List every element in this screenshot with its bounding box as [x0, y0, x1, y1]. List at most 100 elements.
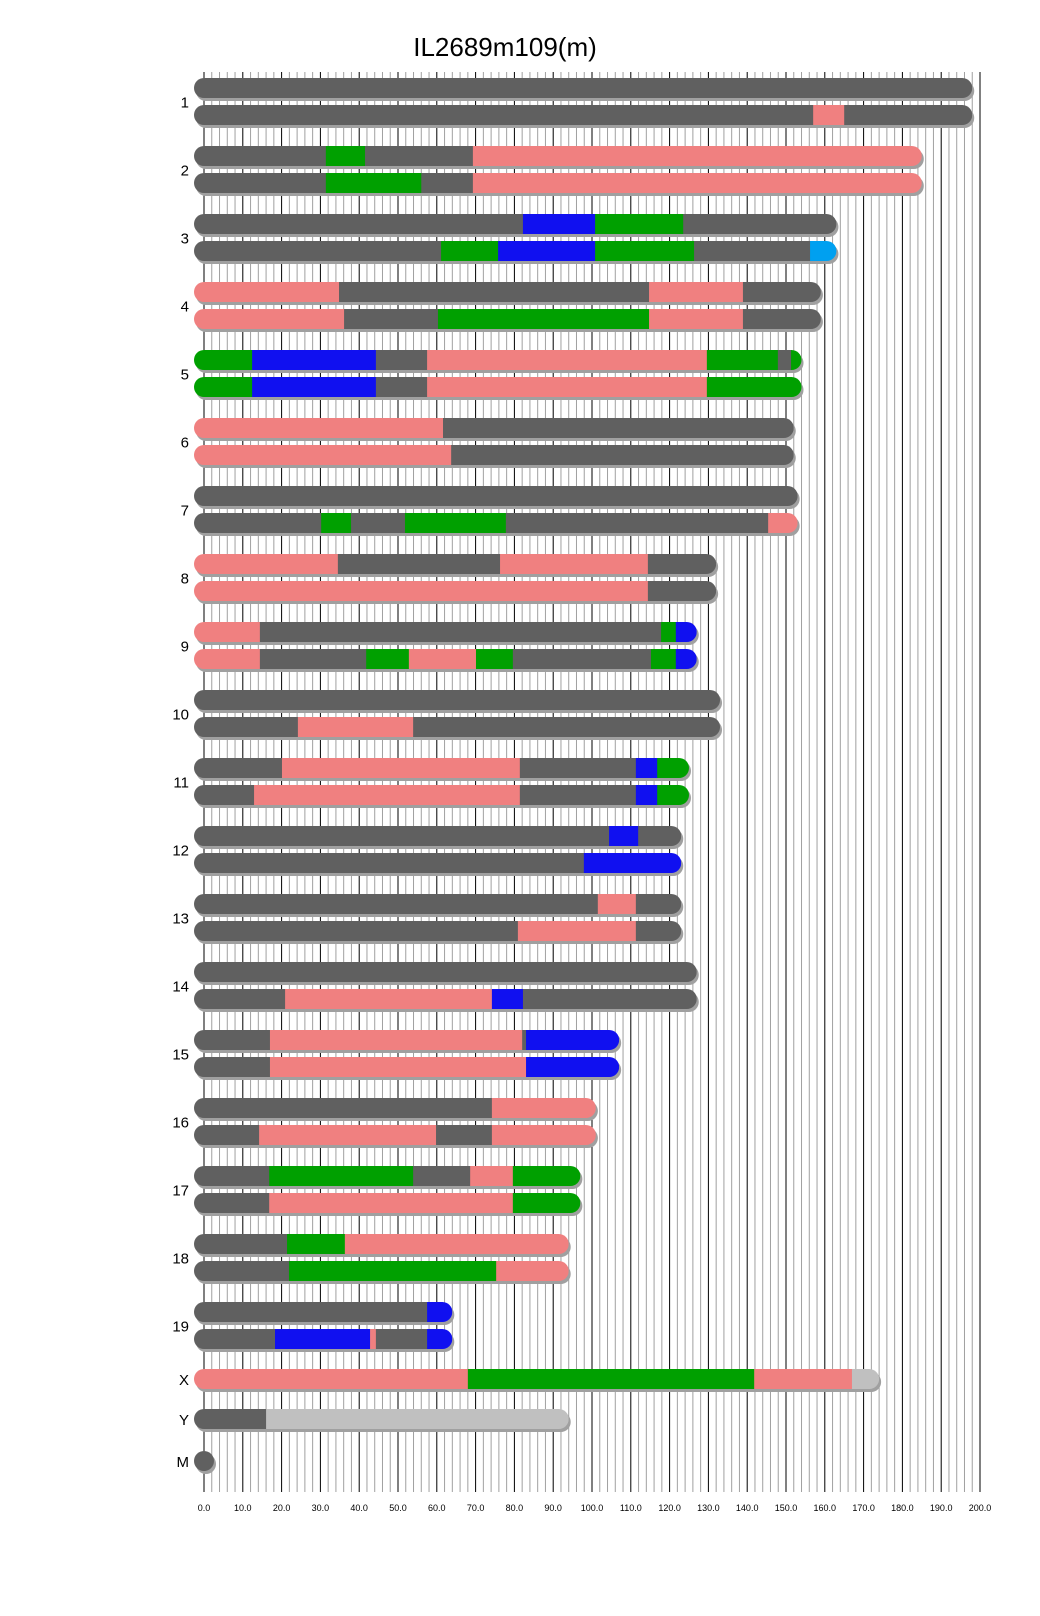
x-axis-ticks: 0.0 10.0 20.0 30.0 40.0 50.0 60.0 70.0 80.0 90.0 1… [198, 1503, 992, 1513]
segment [498, 241, 596, 261]
segment [635, 758, 658, 778]
haplotype-bar [194, 649, 699, 672]
segment [321, 513, 352, 533]
segment [421, 173, 474, 193]
haplotype-bar [194, 989, 699, 1012]
segment [491, 1098, 596, 1118]
segment [194, 894, 599, 914]
haplotype-bar [194, 1125, 598, 1148]
chromosome-9: 9 [181, 622, 699, 672]
haplotype-bar [194, 690, 723, 713]
segment [194, 962, 697, 982]
segment [194, 1369, 469, 1389]
x-tick-label: 90.0 [544, 1503, 562, 1513]
chromosome-15: 15 [172, 1030, 622, 1080]
segment [491, 1125, 596, 1145]
chromosome-X: X [179, 1369, 882, 1392]
segment [522, 989, 697, 1009]
segment [285, 989, 493, 1009]
segment [325, 173, 422, 193]
chromosome-label: 12 [172, 843, 189, 860]
haplotype-bar [194, 445, 796, 468]
segment [269, 1193, 514, 1213]
chromosome-label: 10 [172, 707, 189, 724]
segment [475, 649, 514, 669]
segment [194, 445, 452, 465]
segment [266, 1409, 569, 1429]
segment [194, 622, 261, 642]
segment [366, 649, 410, 669]
segment [408, 649, 477, 669]
chromosome-8: 8 [181, 554, 719, 604]
x-tick-label: 10.0 [234, 1503, 252, 1513]
segment [851, 1369, 880, 1389]
segment [269, 1057, 527, 1077]
chromosome-16: 16 [172, 1098, 598, 1148]
x-tick-label: 100.0 [581, 1503, 604, 1513]
chromosome-7: 7 [181, 486, 800, 536]
segment [647, 581, 717, 601]
segment [443, 418, 794, 438]
segment [194, 146, 327, 166]
segment [269, 1166, 414, 1186]
segment [647, 554, 717, 574]
segment [649, 282, 744, 302]
segment [810, 241, 837, 261]
x-tick-label: 50.0 [389, 1503, 407, 1513]
chromosome-label: 19 [172, 1319, 189, 1336]
segment [275, 1329, 371, 1349]
segment [427, 377, 708, 397]
chromosome-3: 3 [181, 214, 839, 264]
segment [635, 785, 658, 805]
segment [194, 241, 442, 261]
segment [791, 350, 802, 370]
segment [351, 513, 406, 533]
segment [252, 350, 377, 370]
segment [675, 622, 697, 642]
chromosome-label: 7 [181, 503, 189, 520]
chromosome-label: 2 [181, 163, 189, 180]
haplotype-bar [194, 173, 924, 196]
segment [694, 241, 811, 261]
chromosome-label: 9 [181, 639, 189, 656]
segment [194, 1234, 288, 1254]
segment [638, 826, 682, 846]
haplotype-bar [194, 1057, 622, 1080]
segment [404, 513, 507, 533]
x-tick-label: 80.0 [506, 1503, 524, 1513]
x-tick-label: 70.0 [467, 1503, 485, 1513]
haplotype-bar [194, 554, 719, 577]
chromosome-14: 14 [172, 962, 699, 1012]
segment [496, 1261, 569, 1281]
haplotype-bar [194, 1409, 571, 1432]
x-tick-label: 60.0 [428, 1503, 446, 1513]
segment [683, 214, 837, 234]
segment [519, 785, 637, 805]
haplotype-bar [194, 1329, 455, 1352]
segment [522, 1030, 527, 1050]
segment [339, 282, 650, 302]
segment [194, 214, 524, 234]
haplotype-bar [194, 241, 839, 264]
segment [194, 1030, 271, 1050]
segment [194, 105, 814, 125]
chromosome-M: M [177, 1451, 216, 1474]
segment [635, 921, 682, 941]
chromosome-2: 2 [181, 146, 924, 196]
haplotype-bar [194, 1261, 571, 1284]
haplotype-bar [194, 214, 839, 237]
chromosome-11: 11 [173, 758, 691, 808]
chromosome-label: 15 [172, 1047, 189, 1064]
haplotype-bar [194, 1193, 583, 1216]
haplotype-bar [194, 309, 823, 332]
segment [194, 758, 283, 778]
x-tick-label: 160.0 [814, 1503, 837, 1513]
segment [375, 1329, 428, 1349]
x-tick-label: 140.0 [736, 1503, 759, 1513]
segment [365, 146, 474, 166]
segment [194, 513, 322, 533]
segment [597, 894, 637, 914]
haplotype-bar [194, 1234, 571, 1257]
segment [467, 1369, 755, 1389]
